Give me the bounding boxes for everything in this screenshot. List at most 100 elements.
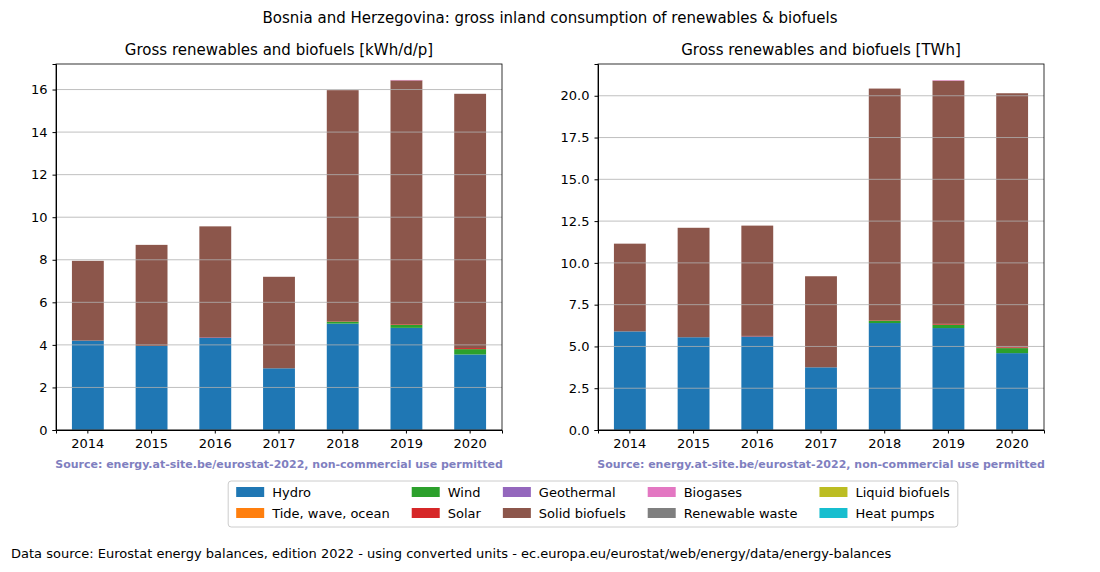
y-tick-mark: [53, 430, 57, 431]
y-tick-label: 10: [31, 210, 48, 225]
x-tick-label: 2019: [390, 436, 423, 451]
x-tick-mark: [87, 430, 88, 434]
legend-frame: [228, 481, 958, 527]
series: [72, 80, 486, 368]
x-tick-mark: [693, 430, 694, 434]
y-tick: 8: [39, 252, 56, 267]
x-tick-label: 2020: [996, 436, 1029, 451]
bar: [391, 79, 423, 80]
x-tick: 2015: [135, 430, 168, 451]
legend-item: Hydro: [236, 485, 311, 500]
x-tick: 2014: [71, 430, 104, 451]
bar: [869, 88, 901, 89]
bar: [72, 260, 104, 261]
bar: [933, 80, 965, 81]
bar: [136, 244, 168, 245]
x-tick: 2016: [199, 430, 232, 451]
bar: [741, 225, 773, 226]
bar: [199, 226, 231, 337]
x-tick-label: 2015: [677, 436, 710, 451]
y-tick: 15.0: [561, 172, 598, 187]
y-tick-mark: [53, 387, 57, 388]
bar: [805, 276, 837, 277]
legend-label: Heat pumps: [855, 506, 934, 521]
x-tick-mark: [948, 430, 949, 434]
bar: [327, 90, 359, 321]
y-tick-mark: [595, 263, 599, 264]
legend-label: Tide, wave, ocean: [271, 506, 390, 521]
y-tick-label: 8: [39, 252, 47, 267]
bars: [614, 80, 1028, 430]
grid-line: [598, 346, 1044, 347]
legend-swatch: [648, 487, 676, 497]
y-tick-mark: [595, 96, 599, 97]
x-tick: 2016: [741, 430, 774, 451]
bar: [741, 336, 773, 430]
bar: [454, 93, 486, 94]
bar: [933, 328, 965, 430]
suptitle: Bosnia and Herzegovina: gross inland con…: [263, 9, 838, 27]
bar: [454, 93, 486, 94]
x-tick: 2017: [804, 430, 837, 451]
bar: [263, 276, 295, 277]
y-tick: 5.0: [569, 339, 598, 354]
x-tick-label: 2016: [741, 436, 774, 451]
legend-swatch: [236, 508, 264, 518]
bar: [72, 261, 104, 341]
x-tick-label: 2017: [804, 436, 837, 451]
y-tick-mark: [53, 302, 57, 303]
chart-title: Gross renewables and biofuels [kWh/d/p]: [125, 41, 433, 59]
bar: [996, 93, 1028, 347]
bar: [263, 368, 295, 430]
bar: [741, 226, 773, 336]
legend-swatch: [412, 487, 440, 497]
y-tick: 7.5: [569, 297, 598, 312]
x-tick-label: 2020: [454, 436, 487, 451]
bar: [199, 337, 231, 338]
legend-item: Solid biofuels: [503, 506, 626, 521]
grid: [598, 96, 1044, 430]
x-tick: 2017: [262, 430, 295, 451]
bar: [678, 227, 710, 228]
legend-label: Solid biofuels: [539, 506, 626, 521]
grid-line: [598, 262, 1044, 263]
y-tick-label: 17.5: [561, 130, 590, 145]
bar: [805, 276, 837, 277]
bar: [614, 243, 646, 244]
y-tick: 10.0: [561, 256, 598, 271]
bar: [805, 276, 837, 277]
y-tick-label: 2.5: [569, 381, 590, 396]
x-tick: 2014: [613, 430, 646, 451]
x-tick-label: 2014: [71, 436, 104, 451]
grid-line: [56, 217, 502, 218]
y-tick-label: 15.0: [561, 172, 590, 187]
bar: [614, 243, 646, 244]
bar: [72, 260, 104, 261]
bar: [741, 225, 773, 226]
bar: [805, 276, 837, 277]
bar: [741, 225, 773, 226]
y-tick: 0: [39, 423, 56, 438]
y-tick: 16: [31, 82, 56, 97]
bar: [996, 348, 1028, 353]
legend-label: Hydro: [272, 485, 311, 500]
bar: [933, 325, 965, 328]
legend-label: Geothermal: [539, 485, 616, 500]
y-tick: 17.5: [561, 130, 598, 145]
y-tick-mark: [53, 132, 57, 133]
x-tick-label: 2017: [262, 436, 295, 451]
x-tick-mark: [406, 430, 407, 434]
x-tick-mark: [470, 430, 471, 434]
bar: [869, 321, 901, 324]
y-tick-label: 5.0: [569, 339, 590, 354]
legend-label: Biogases: [684, 485, 742, 500]
grid-line: [598, 179, 1044, 180]
x-axis-line: [57, 431, 503, 434]
bar: [996, 93, 1028, 94]
grid-line: [598, 388, 1044, 389]
legend-swatch: [412, 508, 440, 518]
bar: [136, 346, 168, 430]
grid-line: [56, 259, 502, 260]
y-tick-mark: [595, 305, 599, 306]
legend-swatch: [819, 487, 847, 497]
